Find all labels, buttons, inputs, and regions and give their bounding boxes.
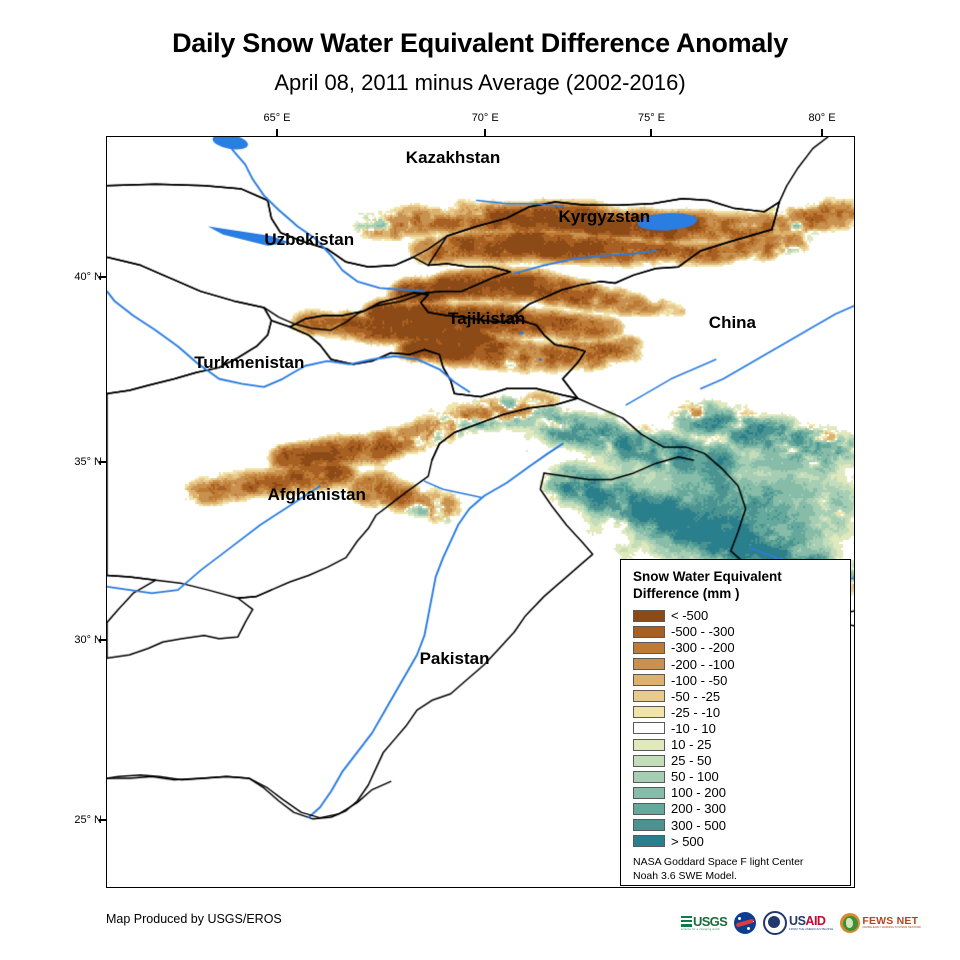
fewsnet-wordmark: FEWS NET <box>862 914 919 927</box>
usgs-tagline: science for a changing world <box>681 927 720 931</box>
usaid-text: USAID FROM THE AMERICAN PEOPLE <box>789 915 833 931</box>
page-title: Daily Snow Water Equivalent Difference A… <box>172 28 788 58</box>
legend-label: -25 - -10 <box>671 704 721 720</box>
legend-swatch <box>633 722 665 735</box>
legend-swatch <box>633 658 665 671</box>
legend-label: -10 - 10 <box>671 720 716 736</box>
lon-tick-mark <box>821 129 824 136</box>
legend-row: 50 - 100 <box>633 769 840 785</box>
lat-tick-mark <box>99 638 106 641</box>
legend-label: 100 - 200 <box>671 785 726 801</box>
legend-label: 10 - 25 <box>671 737 712 753</box>
lon-tick-label: 75° E <box>637 112 665 124</box>
usaid-wordmark: USAID <box>789 915 833 928</box>
legend-label: -500 - -300 <box>671 624 735 640</box>
usaid-logo[interactable]: USAID FROM THE AMERICAN PEOPLE <box>763 911 833 935</box>
lat-tick-label: 40° N <box>74 271 102 284</box>
fewsnet-globe-icon <box>840 913 861 933</box>
usaid-tagline: FROM THE AMERICAN PEOPLE <box>789 927 834 932</box>
usaid-word-aid: AID <box>805 913 826 928</box>
legend-row: -25 - -10 <box>633 704 840 720</box>
legend-label: -50 - -25 <box>671 688 721 704</box>
legend-row: 200 - 300 <box>633 801 840 817</box>
usgs-wave-icon <box>681 915 692 927</box>
legend-row: -50 - -25 <box>633 688 840 704</box>
legend-row: 100 - 200 <box>633 785 840 801</box>
legend-swatch <box>633 674 665 687</box>
page-subtitle: April 08, 2011 minus Average (2002-2016) <box>274 70 686 95</box>
legend-row: 25 - 50 <box>633 753 840 769</box>
legend-label: 200 - 300 <box>671 801 726 817</box>
usgs-wordmark: USGS <box>693 913 728 929</box>
legend-credit-line2: Noah 3.6 SWE Model. <box>633 870 737 883</box>
legend-row: > 500 <box>633 833 840 849</box>
legend-label: -100 - -50 <box>671 672 728 688</box>
nasa-logo[interactable] <box>734 912 757 934</box>
legend-credit: NASA Goddard Space F light Center Noah 3… <box>633 856 840 884</box>
legend-row: -500 - -300 <box>633 624 840 640</box>
lat-tick-mark <box>99 460 106 463</box>
legend-swatch <box>633 690 665 703</box>
legend-title: Snow Water Equivalent Difference (mm ) <box>633 569 840 603</box>
legend-row: 300 - 500 <box>633 817 840 833</box>
legend-row: < -500 <box>633 608 840 624</box>
lon-tick-mark <box>275 129 278 136</box>
legend-swatch <box>633 754 665 767</box>
legend-row: 10 - 25 <box>633 737 840 753</box>
legend-label: < -500 <box>671 608 709 624</box>
lon-tick-mark <box>650 129 653 136</box>
fewsnet-text: FEWS NET FAMINE EARLY WARNING SYSTEMS NE… <box>862 916 921 930</box>
legend-label: -200 - -100 <box>671 656 735 672</box>
legend-swatch <box>633 819 665 832</box>
usaid-seal-icon <box>763 911 788 935</box>
legend-row: -200 - -100 <box>633 656 840 672</box>
lon-tick-label: 70° E <box>471 112 499 124</box>
legend-swatch <box>633 802 665 815</box>
legend-label: 300 - 500 <box>671 817 726 833</box>
legend-label: > 500 <box>671 833 704 849</box>
usgs-logo[interactable]: USGS science for a changing world <box>681 911 728 935</box>
legend-swatch <box>633 625 665 638</box>
fewsnet-logo[interactable]: FEWS NET FAMINE EARLY WARNING SYSTEMS NE… <box>840 911 921 935</box>
legend-label: 25 - 50 <box>671 753 712 769</box>
legend-swatch <box>633 835 665 848</box>
legend-label: 50 - 100 <box>671 769 719 785</box>
agency-logos: USGS science for a changing world USAID … <box>681 910 921 936</box>
lat-tick-label: 30° N <box>74 633 102 646</box>
lat-tick-mark <box>99 819 106 822</box>
legend-swatch <box>633 770 665 783</box>
map-credit: Map Produced by USGS/EROS <box>106 912 282 926</box>
legend-swatch <box>633 609 665 622</box>
legend-row: -10 - 10 <box>633 720 840 736</box>
legend-swatch <box>633 786 665 799</box>
legend-swatch <box>633 641 665 654</box>
lat-tick-mark <box>99 276 106 279</box>
legend-swatch <box>633 706 665 719</box>
legend-title-line1: Snow Water Equivalent <box>633 569 782 584</box>
usgs-mark: USGS <box>681 913 728 929</box>
legend-swatch <box>633 738 665 751</box>
legend-title-line2: Difference (mm ) <box>633 585 740 601</box>
legend-row: -300 - -200 <box>633 640 840 656</box>
fewsnet-tagline: FAMINE EARLY WARNING SYSTEMS NETWORK <box>862 926 922 930</box>
lat-tick-label: 35° N <box>74 455 102 468</box>
lon-tick-mark <box>484 129 487 136</box>
lon-tick-label: 65° E <box>263 112 291 124</box>
legend-label: -300 - -200 <box>671 640 735 656</box>
lat-tick-label: 25° N <box>74 814 102 827</box>
legend-credit-line1: NASA Goddard Space F light Center <box>633 856 804 869</box>
map-legend: Snow Water Equivalent Difference (mm ) <… <box>620 559 851 886</box>
legend-class-list: < -500 -500 - -300 -300 - -200 -200 - -100-… <box>633 608 840 849</box>
lon-tick-label: 80° E <box>808 112 836 124</box>
usaid-word-us: US <box>789 913 806 928</box>
legend-row: -100 - -50 <box>633 672 840 688</box>
